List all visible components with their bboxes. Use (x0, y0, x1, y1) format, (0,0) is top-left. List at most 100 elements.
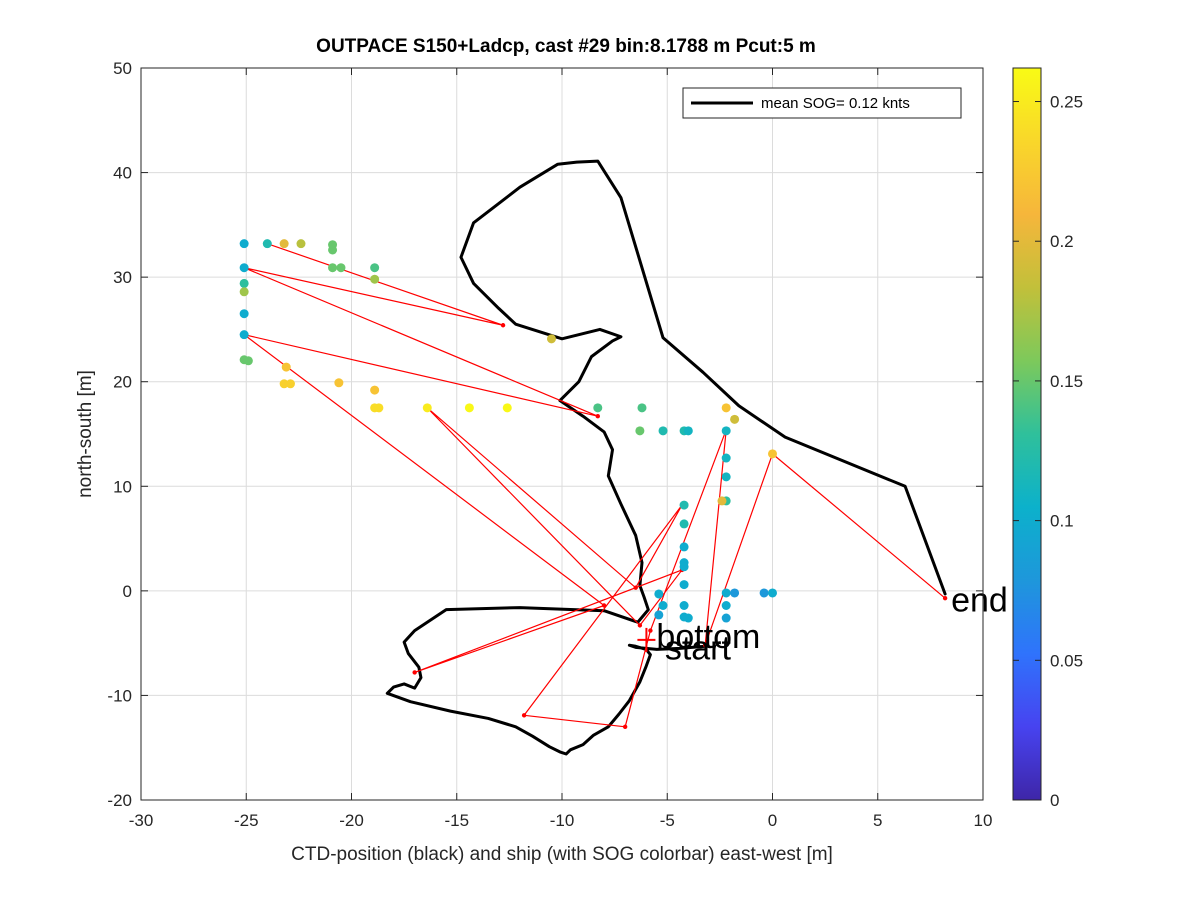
legend-label: mean SOG= 0.12 knts (761, 95, 910, 112)
sog-point (239, 287, 249, 297)
annotation-end: end (951, 581, 1008, 619)
chart-title: OUTPACE S150+Ladcp, cast #29 bin:8.1788 … (316, 36, 816, 57)
sog-point (422, 403, 432, 413)
sog-point (502, 403, 512, 413)
sog-point (546, 334, 556, 344)
sog-point (730, 414, 740, 424)
ship-track-marker (412, 670, 417, 675)
annotation-start: start (665, 629, 732, 667)
y-tick-label: 30 (113, 268, 132, 287)
sog-point (239, 278, 249, 288)
sog-point (279, 239, 289, 249)
sog-point (721, 472, 731, 482)
ship-track-marker (595, 414, 600, 419)
sog-point (679, 519, 689, 529)
y-tick-label: 20 (113, 373, 132, 392)
ship-track-marker (601, 603, 607, 608)
ship-track-marker (622, 724, 628, 729)
colorbar: 0 0.05 0.1 0.15 0.2 0.25 (1012, 67, 1083, 810)
x-tick-label: -10 (550, 811, 575, 830)
sog-point (239, 330, 249, 340)
sog-point (374, 403, 384, 413)
sog-point (717, 496, 727, 506)
ship-track-marker (702, 643, 708, 648)
sog-point (464, 403, 474, 413)
y-tick-label: -10 (107, 686, 132, 705)
colorbar-tick-label: 0.05 (1050, 651, 1083, 670)
sog-point (328, 245, 338, 255)
sog-point (679, 612, 689, 622)
x-tick-label: -15 (444, 811, 469, 830)
sog-point (635, 426, 645, 436)
sog-point (593, 403, 603, 413)
x-tick-label: -30 (129, 811, 154, 830)
sog-point (370, 263, 380, 273)
sog-point (285, 379, 295, 389)
sog-point (730, 588, 740, 598)
sog-point (679, 562, 689, 572)
sog-point (768, 588, 777, 598)
sog-point (721, 600, 731, 610)
colorbar-tick-label: 0.15 (1050, 372, 1083, 391)
colorbar-tick-label: 0 (1050, 791, 1059, 810)
sog-point (281, 362, 291, 372)
colorbar-gradient (1012, 67, 1042, 801)
sog-point (683, 426, 693, 436)
ship-track-marker (648, 628, 653, 633)
sog-point (679, 600, 689, 610)
ship-track-marker (637, 623, 643, 628)
y-tick-label: 10 (113, 477, 132, 496)
colorbar-ticks: 0 0.05 0.1 0.15 0.2 0.25 (1013, 93, 1083, 810)
sog-point (279, 379, 289, 389)
sog-point (239, 239, 249, 249)
sog-point (239, 263, 249, 273)
sog-point (370, 385, 380, 395)
legend[interactable]: mean SOG= 0.12 knts (682, 87, 962, 119)
sog-point (243, 356, 253, 366)
x-tick-label: -25 (234, 811, 259, 830)
y-tick-label: 0 (123, 582, 132, 601)
sog-point (721, 588, 731, 598)
x-tick-label: -20 (339, 811, 364, 830)
sog-point (296, 239, 306, 249)
colorbar-tick-label: 0.2 (1050, 232, 1074, 251)
sog-point (328, 263, 338, 273)
ship-track-marker (500, 323, 506, 328)
sog-point (370, 274, 380, 284)
ship-track-marker (633, 585, 638, 590)
y-axis-label: north-south [m] (75, 370, 96, 498)
sog-point (334, 378, 344, 388)
sog-point (721, 426, 731, 436)
sog-point (658, 426, 668, 436)
colorbar-tick-label: 0.1 (1050, 512, 1074, 531)
sog-point (721, 453, 731, 463)
sog-point (658, 600, 668, 610)
plot-points (239, 239, 777, 623)
ctd-position-line (385, 159, 947, 756)
sog-point (637, 403, 647, 413)
x-axis-label: CTD-position (black) and ship (with SOG … (291, 844, 833, 865)
sog-point (679, 500, 689, 510)
sog-point (654, 610, 664, 620)
sog-point (721, 403, 731, 413)
colorbar-tick-label: 0.25 (1050, 93, 1083, 112)
sog-point (336, 263, 346, 273)
sog-point (239, 309, 249, 319)
axis-ticks: -30 -25 -20 -15 -10 -5 0 5 10 -20 -10 0 10 20 30 40 50 (107, 59, 992, 830)
ship-track-marker (942, 595, 948, 601)
y-tick-label: 40 (113, 164, 132, 183)
sog-point (721, 613, 731, 623)
ship-track-marker (521, 713, 527, 718)
annotation-bottom: bottom (656, 618, 760, 656)
sog-point (768, 449, 777, 459)
y-tick-label: -20 (107, 791, 132, 810)
sog-point (759, 588, 769, 598)
x-tick-label: -5 (660, 811, 675, 830)
sog-point (679, 542, 689, 552)
sog-point (679, 580, 689, 590)
sog-point (262, 239, 272, 249)
y-tick-label: 50 (113, 59, 132, 78)
x-tick-label: 0 (768, 811, 777, 830)
